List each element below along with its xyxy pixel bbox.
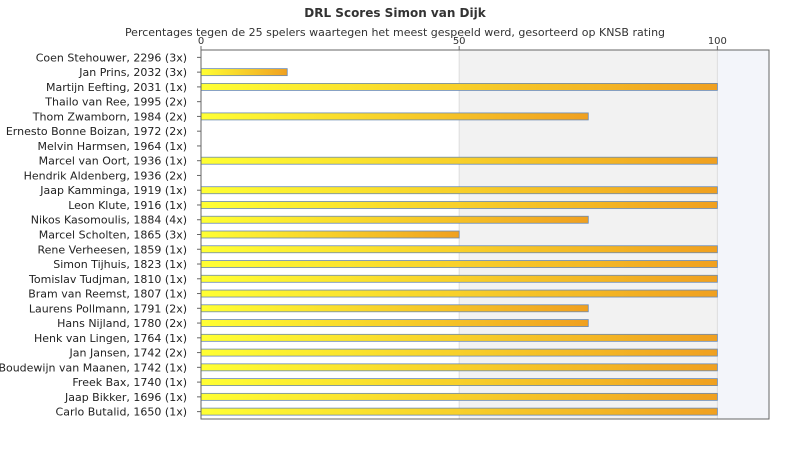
- bar: [200, 289, 718, 298]
- category-label: Jan Jansen, 1742 (2x): [69, 347, 187, 360]
- category-label: Martijn Eefting, 2031 (1x): [46, 81, 187, 94]
- x-tick-label: 0: [198, 36, 204, 47]
- category-label: Hans Nijland, 1780 (2x): [57, 317, 187, 330]
- category-label: Jaap Bikker, 1696 (1x): [64, 391, 187, 404]
- category-label: Leon Klute, 1916 (1x): [68, 199, 187, 212]
- chart-subtitle: Percentages tegen de 25 spelers waartege…: [125, 26, 665, 39]
- bar: [200, 363, 718, 372]
- bar: [200, 68, 288, 77]
- x-tick-label: 100: [708, 36, 727, 47]
- bar: [200, 407, 718, 416]
- bar: [200, 215, 589, 224]
- bar: [200, 304, 589, 313]
- category-label: Carlo Butalid, 1650 (1x): [56, 406, 187, 419]
- x-tick-label: 50: [453, 36, 466, 47]
- bar: [200, 392, 718, 401]
- bar: [200, 112, 589, 121]
- category-label: Marcel van Oort, 1936 (1x): [39, 155, 187, 168]
- category-label: Freek Bax, 1740 (1x): [72, 376, 187, 389]
- category-label: Thailo van Ree, 1995 (2x): [44, 96, 187, 109]
- bar: [200, 333, 718, 342]
- category-label: Marcel Scholten, 1865 (3x): [39, 229, 187, 242]
- category-label: Bram van Reemst, 1807 (1x): [28, 288, 187, 301]
- category-label: Ernesto Bonne Boizan, 1972 (2x): [6, 125, 187, 138]
- category-label: Jaap Kamminga, 1919 (1x): [39, 184, 187, 197]
- category-label: Hendrik Aldenberg, 1936 (2x): [24, 169, 187, 182]
- bar: [200, 378, 718, 387]
- category-label: Laurens Pollmann, 1791 (2x): [29, 302, 187, 315]
- category-label: Tomislav Tudjman, 1810 (1x): [28, 273, 187, 286]
- category-label: Boudewijn van Maanen, 1742 (1x): [0, 361, 187, 374]
- category-label: Jan Prins, 2032 (3x): [78, 66, 187, 79]
- category-label: Henk van Lingen, 1764 (1x): [34, 332, 187, 345]
- category-label: Rene Verheesen, 1859 (1x): [38, 243, 187, 256]
- bar: [200, 319, 589, 327]
- bar: [200, 186, 718, 195]
- bar: [200, 348, 718, 357]
- category-label: Thom Zwamborn, 1984 (2x): [32, 110, 187, 123]
- chart-title: DRL Scores Simon van Dijk: [304, 6, 486, 20]
- category-label: Nikos Kasomoulis, 1884 (4x): [31, 214, 187, 227]
- plot-frame: [200, 49, 770, 420]
- bar: [200, 201, 718, 209]
- category-label: Melvin Harmsen, 1964 (1x): [38, 140, 187, 153]
- bar: [200, 156, 718, 165]
- category-label: Coen Stehouwer, 2296 (3x): [36, 51, 187, 64]
- bar: [200, 83, 718, 91]
- bar: [200, 274, 718, 283]
- bar: [200, 245, 718, 254]
- bar: [200, 230, 460, 239]
- background-band: [717, 50, 769, 419]
- category-label: Simon Tijhuis, 1823 (1x): [53, 258, 187, 271]
- background-band: [459, 50, 718, 419]
- plot-area: 0 50 100 Coen Stehouwer, 2296 (3x) Jan Prins…: [0, 36, 770, 420]
- bar: [200, 260, 718, 268]
